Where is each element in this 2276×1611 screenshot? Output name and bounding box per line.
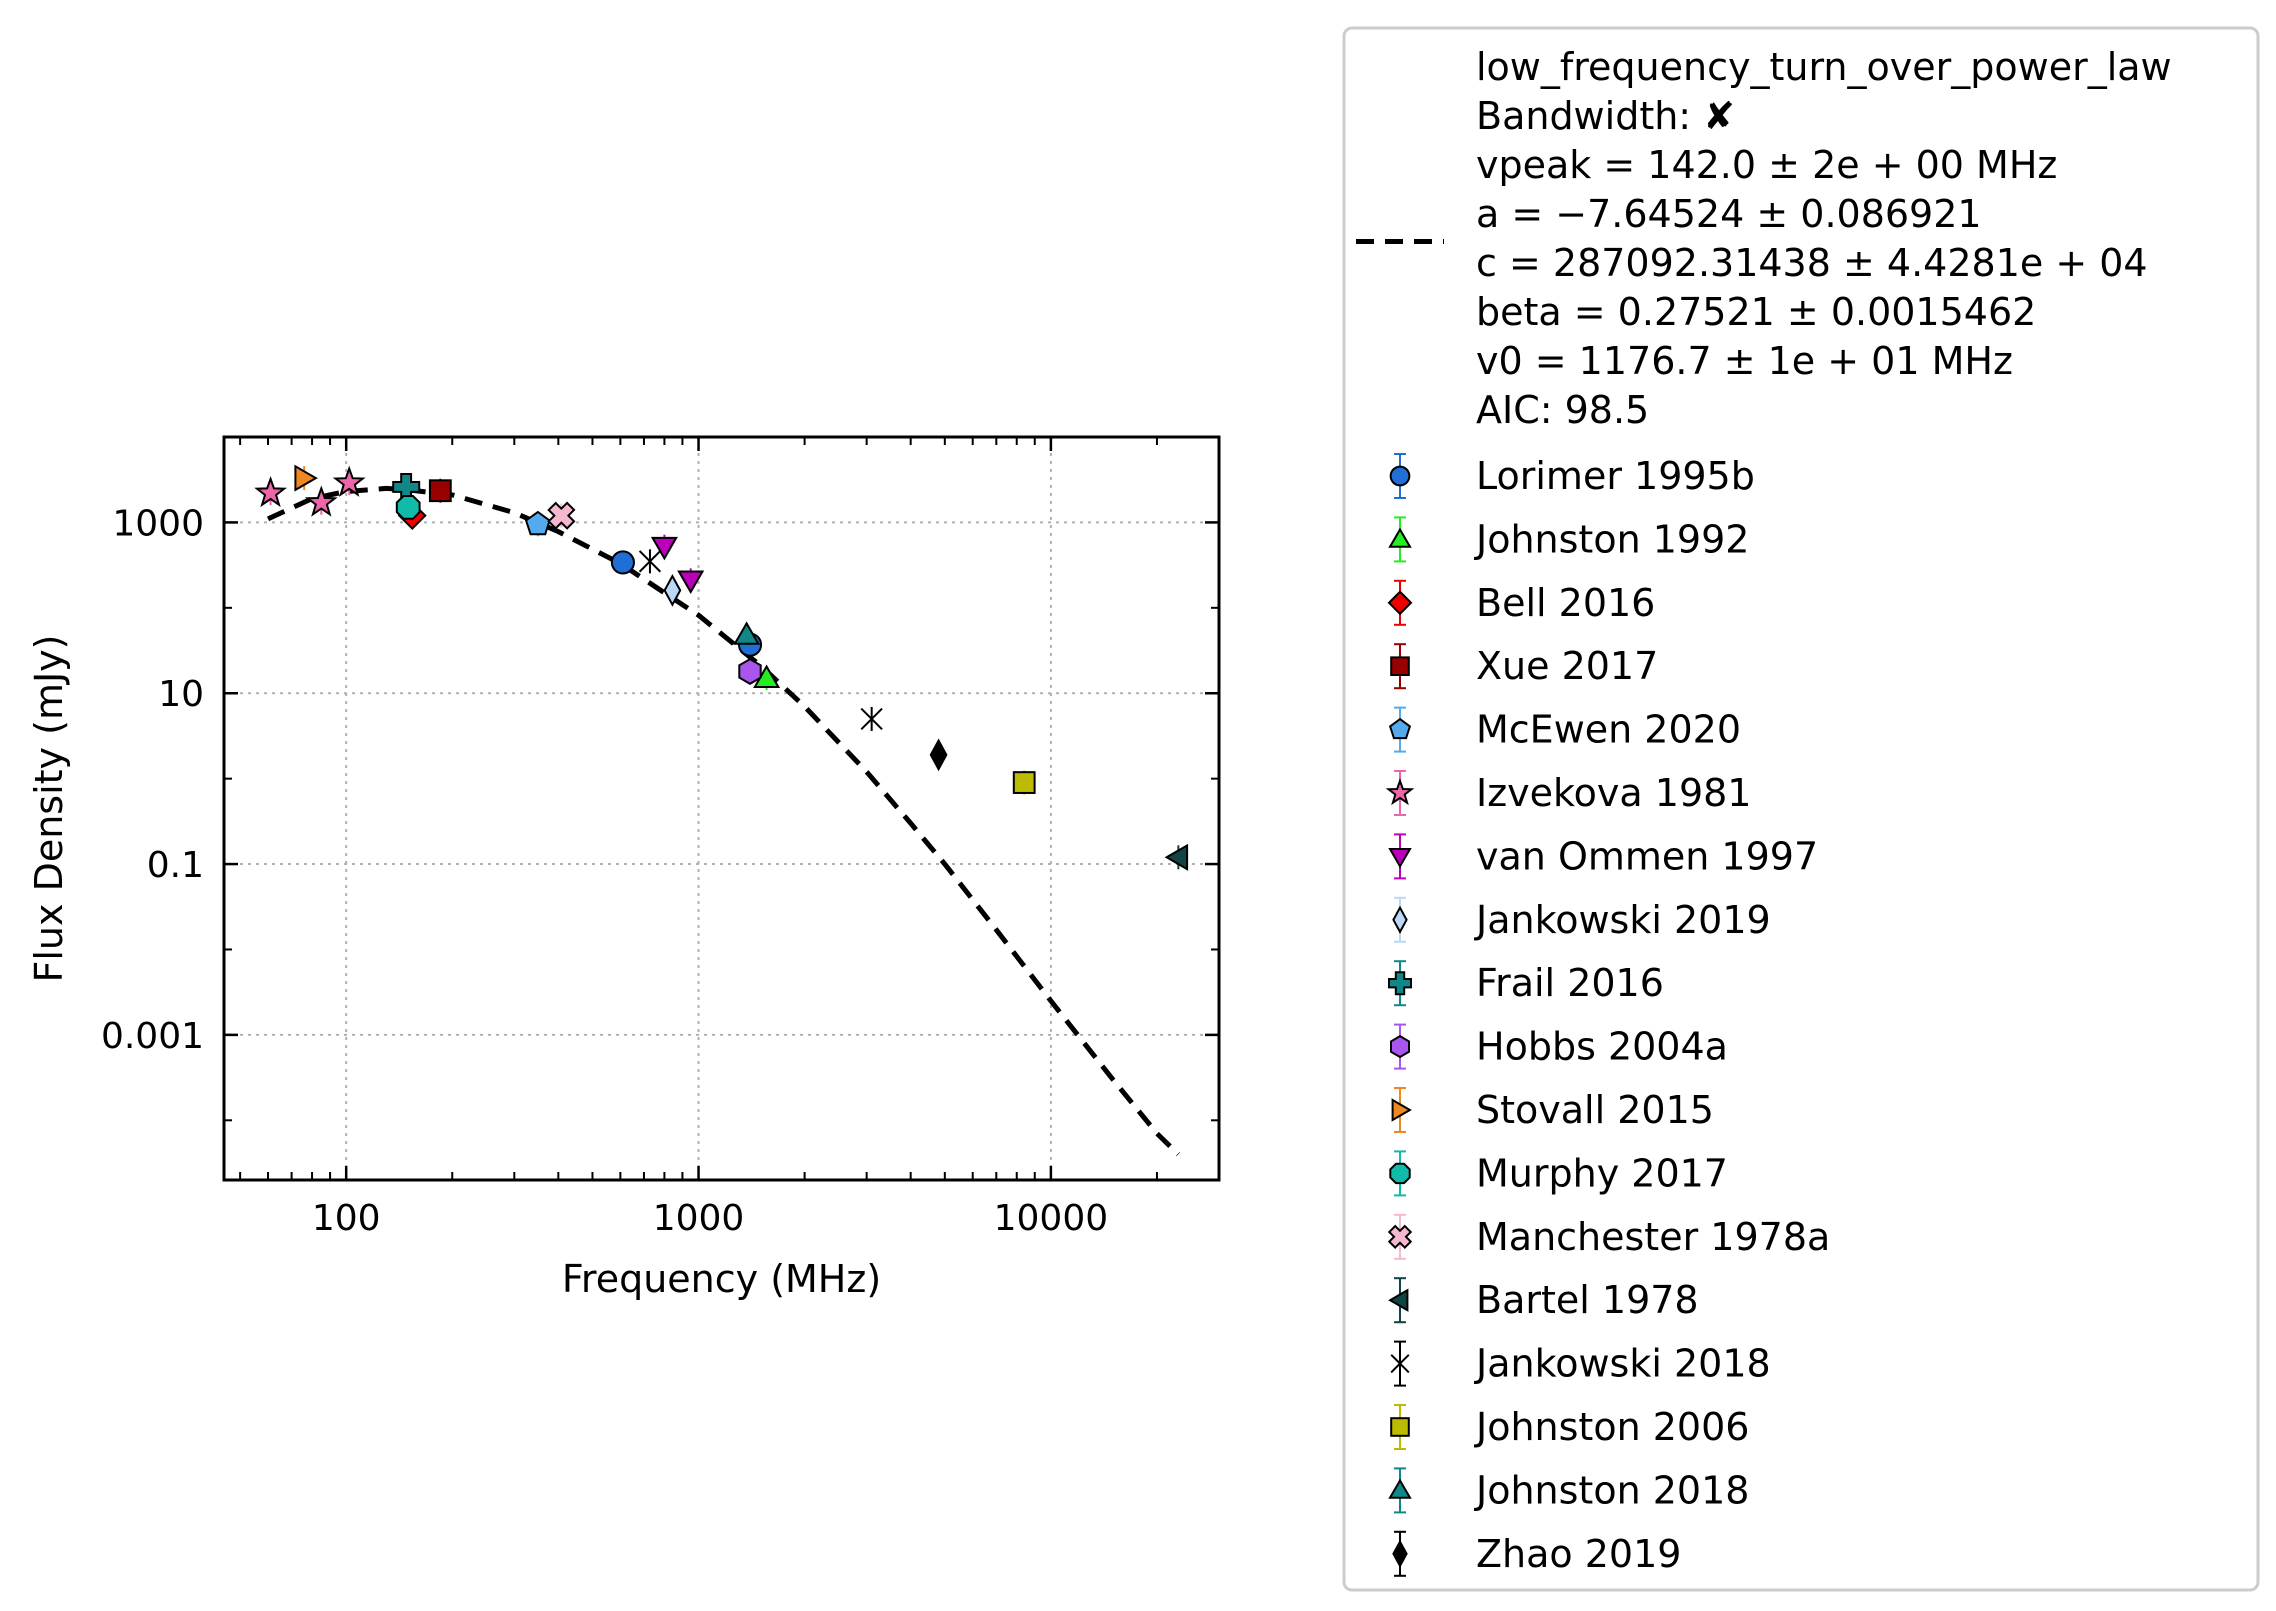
data-point (610, 550, 635, 575)
legend-fit-line: v0 = 1176.7 ± 1e + 01 MHz (1476, 339, 2013, 383)
x-tick-label: 10000 (994, 1198, 1109, 1239)
legend-marker (1388, 717, 1412, 740)
legend-label: Bell 2016 (1476, 581, 1655, 625)
legend-marker (1391, 1098, 1412, 1122)
data-point (254, 475, 288, 508)
data-points (254, 464, 1189, 871)
legend-marker (1392, 1539, 1408, 1568)
legend-label: McEwen 2020 (1476, 708, 1741, 752)
data-point (547, 501, 576, 530)
legend-marker (1389, 1162, 1411, 1185)
legend-label: Stovall 2015 (1476, 1088, 1714, 1132)
legend-fit-line: c = 287092.31438 ± 4.4281e + 04 (1476, 241, 2148, 285)
x-axis-label: Frequency (MHz) (562, 1257, 881, 1301)
legend-marker (1388, 1478, 1412, 1499)
legend-fit-line: vpeak = 142.0 ± 2e + 00 MHz (1476, 143, 2057, 187)
data-point (733, 621, 761, 645)
legend-label: Bartel 1978 (1476, 1278, 1699, 1322)
y-tick-label: 0.1 (147, 845, 204, 886)
legend-marker (1385, 777, 1415, 806)
legend-marker (1388, 848, 1412, 869)
legend-marker (1388, 1288, 1409, 1312)
legend-label: Xue 2017 (1476, 644, 1658, 688)
legend-fit-line: low_frequency_turn_over_power_law (1476, 45, 2172, 89)
legend-label: Frail 2016 (1476, 961, 1664, 1005)
legend-fit-line: Bandwidth: ✘ (1476, 94, 1735, 138)
legend-marker (1388, 527, 1412, 548)
legend-label: van Ommen 1997 (1476, 834, 1818, 878)
x-filled-marker-shape (547, 501, 576, 530)
legend-label: Johnston 1992 (1474, 517, 1749, 561)
tick-labels: 100 1000 10000 1000 10 0.1 0.001 (101, 503, 1108, 1239)
data-point (524, 510, 551, 536)
legend-label: Zhao 2019 (1476, 1532, 1681, 1576)
grid-lines (224, 437, 1219, 1180)
fit-curve (266, 485, 1181, 1157)
legend-marker (1388, 971, 1412, 996)
legend-marker (1387, 590, 1413, 616)
plot-frame (222, 435, 1221, 1182)
thin-x-stroke (860, 707, 883, 731)
fit-curve-group (266, 485, 1181, 1157)
legend-label: Johnston 2006 (1474, 1405, 1749, 1449)
legend-fit-line: AIC: 98.5 (1476, 388, 1649, 432)
x-tick-label: 1000 (653, 1198, 745, 1239)
legend-label: Jankowski 2018 (1474, 1342, 1771, 1386)
data-point (428, 479, 452, 503)
data-point (738, 657, 762, 685)
data-point (677, 570, 705, 595)
data-point (332, 465, 366, 497)
legend-label: Jankowski 2019 (1474, 898, 1771, 942)
legend-label: Lorimer 1995b (1476, 454, 1755, 498)
data-point (650, 536, 678, 561)
legend-fit-line: beta = 0.27521 ± 0.0015462 (1476, 290, 2036, 334)
y-tick-label: 0.001 (101, 1016, 204, 1057)
axis-ticks (224, 437, 1220, 1180)
x-tick-label: 100 (312, 1198, 381, 1239)
legend-marker (1390, 1034, 1410, 1059)
data-point (929, 738, 948, 772)
legend-marker (1390, 1354, 1410, 1374)
legend-marker (1390, 656, 1410, 677)
data-point (1012, 771, 1036, 794)
legend-label: Hobbs 2004a (1476, 1025, 1728, 1069)
data-point (860, 707, 883, 731)
legend-marker (1390, 1417, 1410, 1437)
legend-marker (1387, 1224, 1413, 1249)
legend-fit-line: a = −7.64524 ± 0.086921 (1476, 192, 1982, 236)
legend-marker (1392, 905, 1408, 934)
data-point (304, 485, 338, 517)
data-point (1164, 843, 1189, 871)
y-axis-label: Flux Density (mJy) (27, 635, 71, 983)
y-tick-label: 10 (158, 674, 204, 715)
legend-frame (1342, 26, 2260, 1592)
x-filled-marker-shape (1387, 1224, 1413, 1249)
data-point (638, 550, 662, 573)
legend: low_frequency_turn_over_power_law Bandwid… (1342, 26, 2260, 1592)
legend-label: Manchester 1978a (1476, 1215, 1830, 1259)
legend-marker (1389, 465, 1411, 487)
legend-label: Izvekova 1981 (1476, 771, 1751, 815)
thin-x-stroke (1390, 1354, 1410, 1374)
y-tick-label: 1000 (112, 503, 204, 544)
data-point (663, 574, 682, 607)
data-point (395, 495, 421, 520)
legend-label: Johnston 2018 (1474, 1468, 1749, 1512)
thin-x-stroke (638, 550, 662, 573)
legend-label: Murphy 2017 (1476, 1151, 1728, 1195)
data-point (294, 464, 318, 492)
